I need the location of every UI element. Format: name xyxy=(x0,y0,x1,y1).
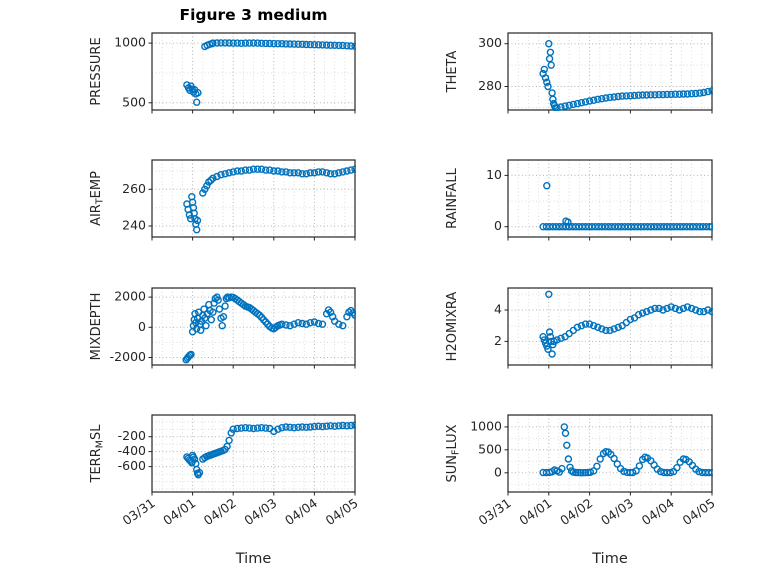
subplot-theta: 280 300 THETA xyxy=(445,32,713,114)
x-tick-label: 04/01 xyxy=(160,495,198,528)
x-tick-label: 04/05 xyxy=(323,495,361,528)
y-tick-label: -400 xyxy=(118,443,146,458)
x-tick-label: 04/02 xyxy=(557,495,595,528)
ylabel-mixdepth: MIXDEPTH xyxy=(89,293,104,361)
y-tick-label: 10 xyxy=(486,167,502,182)
y-tick-label: -200 xyxy=(118,428,146,443)
x-tick-label: 04/02 xyxy=(201,495,239,528)
subplot-mixdepth: -2000 0 2000 MIXDEPTH xyxy=(89,287,356,369)
figure-title: Figure 3 medium xyxy=(179,6,328,24)
y-tick-label: 300 xyxy=(478,35,502,50)
x-tick-label: 04/05 xyxy=(680,495,718,528)
series-sun_flux xyxy=(539,423,713,477)
x-tick-label: 04/03 xyxy=(241,495,279,528)
x-tick-label: 04/04 xyxy=(282,495,320,528)
subplot-rainfall: 0 10 RAINFALL xyxy=(445,159,713,241)
subplot-pressure: 500 1000 PRESSURE xyxy=(89,32,356,114)
y-tick-label: 0 xyxy=(138,319,146,334)
ylabel-sun_flux: SUNFLUX xyxy=(445,424,462,482)
subplot-air_temp: 240 260 AIRTEMP xyxy=(89,159,356,241)
ylabel-h2omixra: H2OMIXRA xyxy=(445,292,460,362)
y-tick-label: 260 xyxy=(122,181,146,196)
y-tick-label: 0 xyxy=(494,464,502,479)
y-tick-label: 500 xyxy=(122,94,146,109)
ylabel-rainfall: RAINFALL xyxy=(445,167,460,228)
ylabel-air_temp: AIRTEMP xyxy=(89,171,106,226)
series-air_temp xyxy=(183,165,356,234)
y-tick-label: -2000 xyxy=(110,349,146,364)
y-tick-label: 4 xyxy=(494,302,502,317)
y-tick-label: 280 xyxy=(478,78,502,93)
x-tick-label: 03/31 xyxy=(476,495,514,528)
y-tick-label: 240 xyxy=(122,218,146,233)
series-h2omixra xyxy=(539,290,713,358)
y-tick-label: 2000 xyxy=(114,289,146,304)
ylabel-theta: THETA xyxy=(445,51,460,94)
y-tick-label: 0 xyxy=(494,218,502,233)
series-terr_msl xyxy=(183,421,356,479)
xlabel-time-left: Time xyxy=(235,551,272,567)
x-tick-label: 03/31 xyxy=(120,495,158,528)
y-tick-label: 500 xyxy=(478,441,502,456)
x-tick-label: 04/03 xyxy=(598,495,636,528)
x-tick-label: 04/01 xyxy=(516,495,554,528)
y-tick-label: 2 xyxy=(494,333,502,348)
ylabel-pressure: PRESSURE xyxy=(89,37,104,105)
series-rainfall xyxy=(539,181,713,231)
series-mixdepth xyxy=(182,293,356,364)
y-tick-label: -600 xyxy=(118,458,146,473)
series-theta xyxy=(539,40,713,111)
subplot-sun_flux: 0 500 1000 SUNFLUX 03/31 04/01 04/02 04/03 04/04… xyxy=(445,414,718,528)
x-tick-label: 04/04 xyxy=(639,495,677,528)
ylabel-terr_msl: TERRMSL xyxy=(89,424,106,484)
y-tick-label: 1000 xyxy=(114,35,146,50)
xlabel-time-right: Time xyxy=(592,551,628,567)
series-pressure xyxy=(183,39,356,106)
y-tick-label: 1000 xyxy=(470,418,502,433)
subplot-h2omixra: 2 4 H2OMIXRA xyxy=(445,287,713,369)
